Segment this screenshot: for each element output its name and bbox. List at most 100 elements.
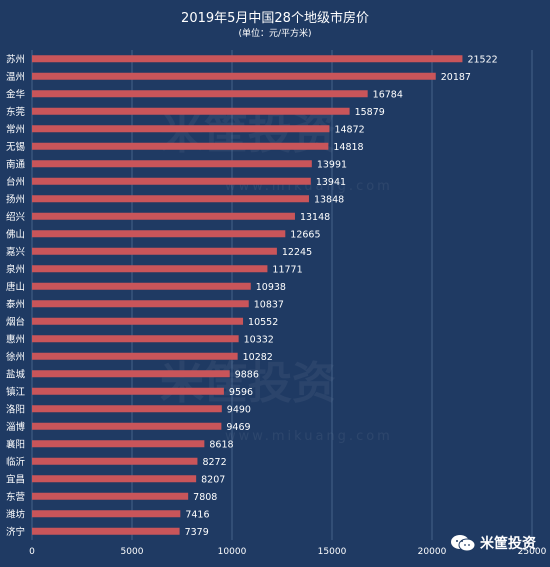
bar (32, 317, 244, 325)
category-label: 洛阳 (6, 403, 25, 415)
value-label: 9596 (229, 387, 253, 398)
bar (32, 405, 222, 413)
x-axis: 0 5000 10000 15000 20000 25000 (29, 547, 546, 557)
category-label: 嘉兴 (6, 246, 25, 258)
bar (32, 352, 238, 360)
x-tick-label: 15000 (318, 547, 347, 557)
category-label: 烟台 (6, 316, 25, 328)
category-label: 泰州 (6, 298, 25, 310)
value-label: 11771 (272, 264, 302, 275)
value-label: 14872 (334, 124, 364, 135)
category-label: 潍坊 (6, 508, 26, 520)
category-label: 惠州 (6, 333, 25, 345)
value-label: 15879 (355, 107, 385, 118)
bar (32, 282, 251, 290)
category-label: 绍兴 (6, 211, 25, 223)
category-label: 济宁 (6, 526, 25, 538)
category-label: 无锡 (6, 141, 25, 153)
bar (32, 527, 180, 535)
bar (32, 212, 295, 220)
bar (32, 107, 350, 115)
value-label: 9469 (226, 422, 250, 433)
value-label: 9490 (227, 404, 251, 415)
value-label: 10282 (243, 352, 273, 363)
category-label: 温州 (6, 72, 25, 83)
category-label: 临沂 (6, 456, 26, 468)
value-label: 16784 (373, 89, 403, 100)
brand-label: 米筐投资 (480, 536, 536, 552)
value-label: 10837 (254, 299, 284, 310)
bar (32, 387, 224, 395)
chart-title: 2019年5月中国28个地级市房价 (181, 10, 369, 26)
category-label: 唐山 (6, 281, 25, 293)
category-label: 镇江 (6, 386, 26, 398)
value-label: 13848 (314, 194, 344, 205)
category-label: 金华 (6, 88, 26, 100)
chart-subtitle: (单位：元/平方米) (238, 27, 311, 39)
category-label: 盐城 (6, 368, 26, 380)
wechat-icon (451, 535, 476, 552)
x-tick-label: 5000 (121, 547, 144, 557)
category-label: 泉州 (6, 263, 25, 275)
brand-badge: 米筐投资 (450, 533, 536, 553)
value-label: 14818 (333, 142, 363, 153)
value-label: 12245 (282, 247, 312, 258)
x-tick-label: 10000 (218, 547, 247, 557)
bar (32, 265, 268, 273)
value-label: 10938 (256, 282, 286, 293)
bar (32, 370, 230, 378)
bar (32, 440, 205, 448)
category-label: 南通 (6, 158, 26, 170)
category-label: 佛山 (6, 228, 25, 240)
bar (32, 335, 239, 343)
category-label: 襄阳 (6, 438, 25, 450)
bar (32, 177, 311, 185)
category-label: 台州 (6, 176, 25, 188)
bar (32, 195, 309, 203)
bar (32, 492, 189, 500)
value-label: 20187 (441, 72, 471, 83)
bar (32, 300, 249, 308)
value-label: 21522 (467, 54, 497, 65)
category-label: 常州 (6, 123, 25, 135)
watermark-2: 米筐投资 (160, 358, 336, 409)
bar (32, 457, 198, 465)
bar (32, 125, 330, 133)
category-label: 东营 (6, 491, 25, 503)
bar (32, 230, 286, 238)
value-label: 10552 (248, 317, 278, 328)
bar (32, 142, 329, 150)
value-label: 13941 (316, 177, 346, 188)
value-label: 13991 (317, 159, 347, 170)
value-label: 10332 (244, 334, 274, 345)
bar (32, 475, 197, 483)
bar (32, 160, 312, 168)
value-label: 7379 (185, 527, 209, 538)
watermark-url-2: www.mikuang.com (225, 429, 393, 444)
value-label: 13148 (300, 212, 330, 223)
bar (32, 422, 222, 430)
bar (32, 247, 277, 255)
x-tick-label: 0 (29, 547, 35, 557)
watermark-1: 米筐投资 (160, 108, 336, 159)
value-label: 7808 (193, 492, 217, 503)
bar (32, 510, 181, 518)
x-tick-label: 25000 (518, 547, 547, 557)
bar (32, 55, 463, 63)
category-label: 宜昌 (6, 473, 25, 485)
value-label: 12665 (290, 229, 320, 240)
value-label: 8272 (202, 457, 226, 468)
bar (32, 72, 436, 80)
x-tick-label: 20000 (418, 547, 447, 557)
bars: 苏州 21522 温州 20187 金华 16784 东莞 15879 常州 14872 无锡 148… (6, 53, 498, 538)
value-label: 9886 (235, 369, 259, 380)
category-label: 淄博 (6, 421, 26, 433)
category-label: 东莞 (6, 106, 26, 118)
category-label: 苏州 (6, 53, 25, 65)
value-label: 8207 (201, 474, 225, 485)
value-label: 7416 (185, 509, 209, 520)
bar (32, 90, 368, 98)
category-label: 徐州 (6, 351, 25, 363)
value-label: 8618 (209, 439, 233, 450)
